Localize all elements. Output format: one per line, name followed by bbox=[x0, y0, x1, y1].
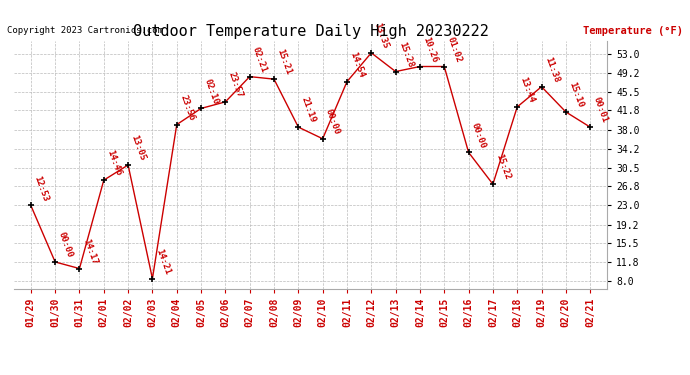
Text: 00:00: 00:00 bbox=[57, 231, 75, 259]
Text: 14:54: 14:54 bbox=[348, 51, 366, 79]
Text: 13:44: 13:44 bbox=[519, 76, 536, 104]
Text: Temperature (°F): Temperature (°F) bbox=[583, 26, 683, 36]
Text: Copyright 2023 Cartronics.com: Copyright 2023 Cartronics.com bbox=[7, 26, 163, 35]
Text: 11:38: 11:38 bbox=[543, 56, 560, 84]
Title: Outdoor Temperature Daily High 20230222: Outdoor Temperature Daily High 20230222 bbox=[132, 24, 489, 39]
Text: 23:56: 23:56 bbox=[178, 93, 196, 122]
Text: 00:00: 00:00 bbox=[324, 108, 342, 136]
Text: 15:10: 15:10 bbox=[567, 81, 585, 109]
Text: 15:28: 15:28 bbox=[397, 40, 415, 69]
Text: 13:35: 13:35 bbox=[373, 22, 391, 50]
Text: 14:21: 14:21 bbox=[154, 248, 171, 276]
Text: 01:02: 01:02 bbox=[446, 35, 463, 64]
Text: 21:19: 21:19 bbox=[299, 96, 317, 124]
Text: 02:21: 02:21 bbox=[251, 45, 268, 74]
Text: 10:26: 10:26 bbox=[422, 35, 439, 64]
Text: 12:53: 12:53 bbox=[32, 174, 50, 202]
Text: 00:00: 00:00 bbox=[470, 121, 488, 150]
Text: 15:21: 15:21 bbox=[275, 48, 293, 76]
Text: 15:22: 15:22 bbox=[494, 153, 512, 182]
Text: 13:05: 13:05 bbox=[130, 134, 147, 162]
Text: 02:10: 02:10 bbox=[202, 77, 220, 106]
Text: 14:17: 14:17 bbox=[81, 237, 99, 266]
Text: 23:57: 23:57 bbox=[227, 71, 244, 99]
Text: 14:46: 14:46 bbox=[105, 149, 123, 177]
Text: 00:01: 00:01 bbox=[591, 96, 609, 124]
